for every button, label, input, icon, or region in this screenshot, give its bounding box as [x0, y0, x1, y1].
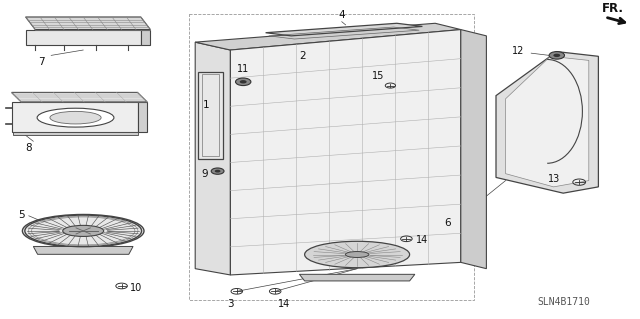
Polygon shape: [496, 52, 598, 193]
Circle shape: [549, 52, 564, 59]
Text: 14: 14: [416, 235, 428, 245]
Text: 2: 2: [300, 51, 306, 61]
Polygon shape: [266, 23, 422, 36]
Text: 11: 11: [237, 64, 250, 74]
Text: FR.: FR.: [602, 3, 623, 15]
Polygon shape: [195, 23, 461, 50]
Polygon shape: [138, 102, 147, 132]
Ellipse shape: [37, 108, 114, 127]
Text: 14: 14: [278, 299, 291, 308]
Polygon shape: [461, 30, 486, 269]
Text: 4: 4: [339, 10, 345, 19]
Text: 3: 3: [227, 299, 234, 308]
Text: 15: 15: [372, 71, 384, 81]
Polygon shape: [195, 42, 230, 275]
Text: 9: 9: [202, 169, 208, 179]
Polygon shape: [230, 30, 461, 275]
Text: 13: 13: [548, 174, 560, 184]
Polygon shape: [506, 56, 589, 187]
Circle shape: [240, 80, 246, 84]
Text: 12: 12: [513, 46, 525, 56]
Circle shape: [236, 78, 251, 85]
Ellipse shape: [50, 111, 101, 124]
Ellipse shape: [63, 226, 104, 236]
Polygon shape: [33, 247, 133, 254]
Circle shape: [215, 170, 220, 173]
Text: 8: 8: [26, 143, 32, 153]
Text: 10: 10: [130, 283, 142, 293]
Ellipse shape: [22, 214, 144, 247]
Bar: [189, 14, 474, 300]
Polygon shape: [13, 132, 138, 135]
Text: 1: 1: [204, 100, 210, 110]
Text: SLN4B1710: SLN4B1710: [538, 297, 591, 307]
Circle shape: [554, 54, 560, 57]
Polygon shape: [12, 102, 138, 132]
Polygon shape: [26, 17, 150, 30]
Text: 5: 5: [18, 210, 24, 220]
Polygon shape: [300, 274, 415, 281]
Polygon shape: [198, 72, 223, 159]
Circle shape: [211, 168, 224, 174]
Text: 6: 6: [445, 218, 451, 228]
Polygon shape: [12, 93, 147, 102]
Text: 7: 7: [38, 57, 45, 67]
Polygon shape: [26, 30, 141, 45]
Ellipse shape: [346, 252, 369, 257]
Ellipse shape: [305, 241, 410, 268]
Polygon shape: [141, 30, 150, 45]
